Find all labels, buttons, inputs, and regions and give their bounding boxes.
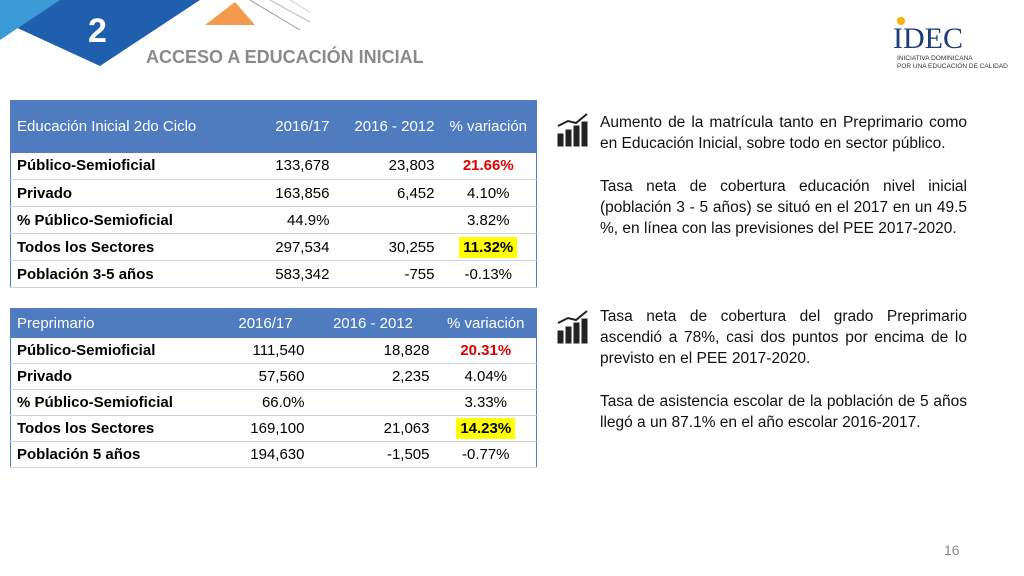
table-cell: -755	[335, 260, 441, 288]
table-cell: 21,063	[310, 415, 436, 442]
column-header: 2016/17	[220, 308, 311, 338]
column-header: 2016 - 2012	[335, 100, 441, 153]
logo-tagline-line: POR UNA EDUCACIÓN DE CALIDAD	[897, 63, 1008, 70]
column-header: Preprimario	[10, 308, 221, 338]
table-cell: 111,540	[220, 337, 311, 364]
page-number: 16	[944, 542, 960, 558]
table-row: % Público-Semioficial 44.9% 3.82%	[10, 206, 537, 234]
table-cell: Todos los Sectores	[10, 415, 221, 442]
table-cell: 297,534	[245, 233, 336, 261]
accent-line	[249, 0, 301, 31]
logo-tagline: INICIATIVA DOMINICANA POR UNA EDUCACIÓN …	[897, 55, 1008, 71]
table-cell: 14.23%	[435, 415, 537, 442]
table-cell: 3.82%	[440, 206, 537, 234]
table-row: Público-Semioficial 111,540 18,828 20.31%	[10, 337, 537, 364]
section-title: ACCESO A EDUCACIÓN INICIAL	[146, 47, 424, 67]
table-cell: Población 5 años	[10, 441, 221, 468]
table-cell: 21.66%	[440, 152, 537, 180]
table-cell: 44.9%	[245, 206, 336, 234]
paragraph: Tasa neta de cobertura educación nivel i…	[600, 178, 967, 237]
table-cell: 11.32%	[440, 233, 537, 261]
table-cell: 4.04%	[435, 363, 537, 390]
table-cell: % Público-Semioficial	[10, 389, 221, 416]
table-cell: Público-Semioficial	[10, 152, 246, 180]
table-cell: 4.10%	[440, 179, 537, 207]
table-cell: -0.13%	[440, 260, 537, 288]
table-row: Todos los Sectores 169,100 21,063 14.23%	[10, 415, 537, 442]
accent-line	[289, 0, 311, 13]
table-cell: 66.0%	[220, 389, 311, 416]
logo-name: IDEC	[893, 22, 963, 55]
table-cell: 163,856	[245, 179, 336, 207]
table-cell: 57,560	[220, 363, 311, 390]
logo-tagline-line: INICIATIVA DOMINICANA	[897, 55, 973, 62]
table-cell: Población 3-5 años	[10, 260, 246, 288]
table-cell: Público-Semioficial	[10, 337, 221, 364]
table-cell: 3.33%	[435, 389, 537, 416]
header-shape	[0, 0, 200, 66]
accent-line	[269, 0, 311, 23]
table-cell: 30,255	[335, 233, 441, 261]
highlight-red: 21.66%	[462, 157, 514, 175]
table-cell	[335, 206, 441, 234]
table-row: Población 5 años 194,630 -1,505 -0.77%	[10, 441, 537, 468]
table-cell: -1,505	[310, 441, 436, 468]
header-row: Educación Inicial 2do Ciclo 2016/17 2016 -…	[10, 100, 537, 153]
logo-dot	[897, 17, 905, 25]
table-cell: Todos los Sectores	[10, 233, 246, 261]
table-cell: 23,803	[335, 152, 441, 180]
accent-triangle	[205, 2, 255, 25]
data-table: Educación Inicial 2do Ciclo 2016/17 2016 -…	[10, 100, 537, 288]
column-header: 2016/17	[245, 100, 336, 153]
column-header: % variación	[435, 308, 537, 338]
column-header: 2016 - 2012	[310, 308, 436, 338]
header-shape	[0, 0, 60, 40]
table-cell: 169,100	[220, 415, 311, 442]
highlight-yellow: 14.23%	[456, 418, 516, 439]
column-header: % variación	[440, 100, 537, 153]
table-cell: 194,630	[220, 441, 311, 468]
table-row: Población 3-5 años 583,342 -755 -0.13%	[10, 260, 537, 288]
table-row: Privado 163,856 6,452 4.10%	[10, 179, 537, 207]
paragraph: Tasa neta de cobertura del grado Preprim…	[600, 308, 967, 367]
paragraph: Aumento de la matrícula tanto en Preprim…	[600, 114, 967, 152]
highlight-red: 20.31%	[460, 341, 512, 359]
table-row: Todos los Sectores 297,534 30,255 11.32%	[10, 233, 537, 261]
table-cell: -0.77%	[435, 441, 537, 468]
table-cell: Privado	[10, 179, 246, 207]
table-cell	[310, 389, 436, 416]
bullet-block: Tasa neta de cobertura del grado Preprim…	[600, 306, 967, 455]
table-cell: 6,452	[335, 179, 441, 207]
paragraph: Tasa de asistencia escolar de la poblaci…	[600, 393, 967, 431]
bullet-block: Aumento de la matrícula tanto en Preprim…	[600, 112, 967, 261]
table-cell: 18,828	[310, 337, 436, 364]
table-cell: 133,678	[245, 152, 336, 180]
table-cell: Privado	[10, 363, 221, 390]
highlight-yellow: 11.32%	[459, 236, 518, 258]
table-row: % Público-Semioficial 66.0% 3.33%	[10, 389, 537, 416]
table-cell: 583,342	[245, 260, 336, 288]
column-header: Educación Inicial 2do Ciclo	[10, 100, 246, 153]
header-row: Preprimario 2016/17 2016 - 2012% variación	[10, 308, 537, 338]
table-cell: 2,235	[310, 363, 436, 390]
table-row: Privado 57,560 2,235 4.04%	[10, 363, 537, 390]
table-cell: 20.31%	[435, 337, 537, 364]
table-cell: % Público-Semioficial	[10, 206, 246, 234]
data-table: Preprimario 2016/17 2016 - 2012% variación…	[10, 308, 537, 468]
table-row: Público-Semioficial 133,678 23,803 21.66%	[10, 152, 537, 180]
section-number: 2	[88, 12, 107, 50]
chart-icon	[557, 113, 588, 344]
